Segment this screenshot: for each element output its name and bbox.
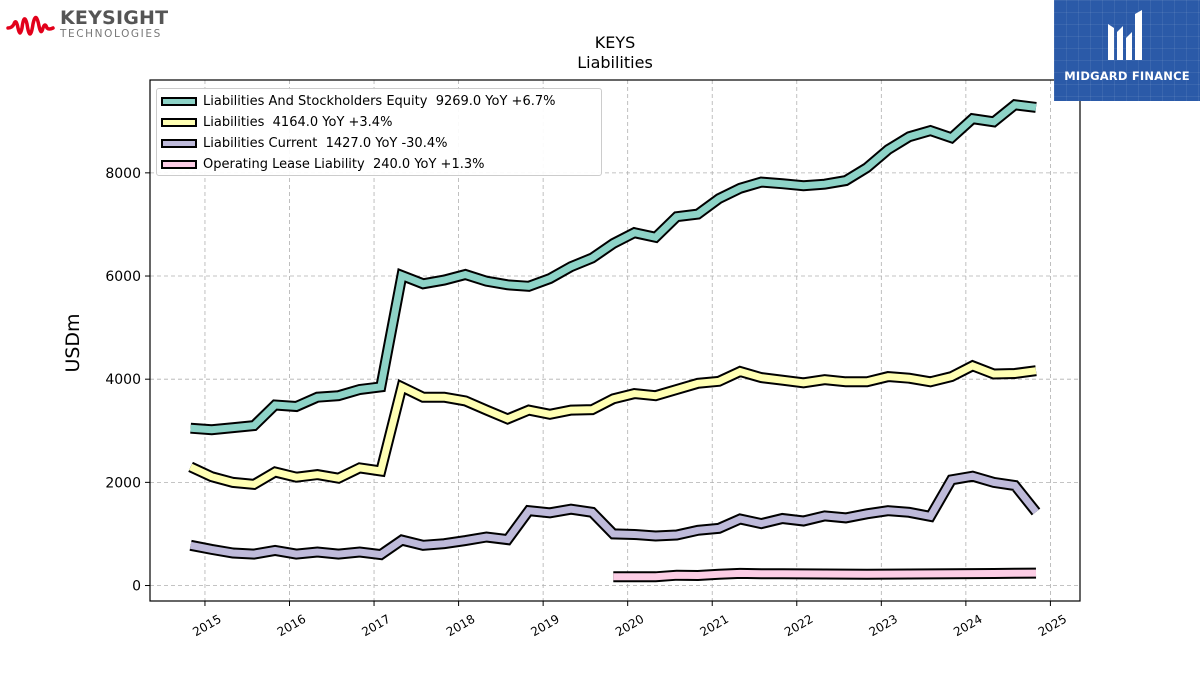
legend-swatch xyxy=(161,96,197,106)
x-tick-label: 2015 xyxy=(190,612,223,639)
legend-swatch xyxy=(161,159,197,169)
x-tick-label: 2016 xyxy=(275,612,308,639)
legend-item: Liabilities Current 1427.0 YoY -30.4% xyxy=(161,134,447,152)
legend-item: Liabilities 4164.0 YoY +3.4% xyxy=(161,113,392,131)
axes: 2015 2016 2017 2018 2019 2020 2021 2022 2023 2024… xyxy=(105,166,1069,639)
series-lines xyxy=(188,99,1041,583)
midgard-logo-icon xyxy=(1108,10,1142,60)
chart-title: KEYS xyxy=(595,33,636,52)
legend: Liabilities And Stockholders Equity 9269… xyxy=(156,88,602,176)
legend-label: Operating Lease Liability 240.0 YoY +1.3… xyxy=(203,156,485,172)
y-tick-label: 2000 xyxy=(105,475,141,491)
y-tick-label: 0 xyxy=(132,579,141,595)
midgard-finance-watermark: MIDGARD FINANCE xyxy=(1054,0,1200,101)
keysight-wave-icon xyxy=(6,15,55,36)
y-tick-label: 8000 xyxy=(105,166,141,182)
legend-item: Operating Lease Liability 240.0 YoY +1.3… xyxy=(161,155,484,173)
chart-subtitle: Liabilities xyxy=(577,53,653,72)
company-name: KEYSIGHT xyxy=(60,7,169,29)
y-tick-label: 6000 xyxy=(105,269,141,285)
series-line-operating-lease-liability xyxy=(613,569,1037,581)
x-tick-label: 2017 xyxy=(359,612,392,639)
keysight-logo: KEYSIGHT TECHNOLOGIES xyxy=(6,6,176,46)
legend-item: Liabilities And Stockholders Equity 9269… xyxy=(161,92,555,110)
watermark-text: MIDGARD FINANCE xyxy=(1064,69,1190,83)
x-tick-label: 2024 xyxy=(951,612,984,639)
x-tick-label: 2023 xyxy=(867,612,900,639)
legend-swatch xyxy=(161,138,197,148)
x-tick-label: 2019 xyxy=(528,612,561,639)
series-line-liabilities-and-stockholders-equity xyxy=(190,101,1037,434)
series-outline-liabilities xyxy=(188,359,1037,491)
grid xyxy=(150,80,1080,601)
y-axis-label: USDm xyxy=(62,313,84,372)
y-tick-label: 4000 xyxy=(105,372,141,388)
series-line-liabilities-current xyxy=(189,472,1039,559)
legend-swatch xyxy=(161,117,197,127)
legend-label: Liabilities And Stockholders Equity 9269… xyxy=(203,93,556,109)
x-tick-label: 2025 xyxy=(1036,612,1069,639)
x-tick-label: 2021 xyxy=(698,612,731,639)
legend-label: Liabilities 4164.0 YoY +3.4% xyxy=(203,114,393,130)
x-tick-label: 2018 xyxy=(444,612,477,639)
x-tick-label: 2020 xyxy=(613,612,646,639)
legend-label: Liabilities Current 1427.0 YoY -30.4% xyxy=(203,135,448,151)
series-line-liabilities xyxy=(189,361,1037,488)
x-tick-label: 2022 xyxy=(782,612,815,639)
plot-frame xyxy=(149,79,1081,602)
company-subtitle: TECHNOLOGIES xyxy=(60,28,162,40)
